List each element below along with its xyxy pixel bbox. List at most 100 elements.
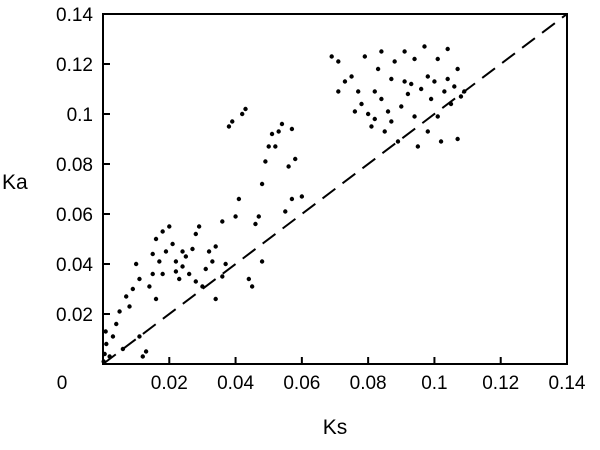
data-point bbox=[137, 334, 142, 339]
data-point bbox=[283, 209, 288, 214]
data-point bbox=[289, 196, 295, 202]
data-point bbox=[150, 251, 155, 257]
data-point bbox=[399, 104, 404, 109]
data-point bbox=[103, 329, 108, 334]
y-tick-label: 0.12 bbox=[56, 55, 93, 76]
data-point bbox=[160, 271, 165, 277]
data-point bbox=[130, 286, 136, 292]
data-point bbox=[452, 84, 457, 89]
data-point bbox=[167, 224, 172, 229]
data-point bbox=[259, 259, 265, 264]
data-point bbox=[352, 109, 358, 114]
y-tick-label: 0.04 bbox=[56, 255, 93, 276]
data-point bbox=[375, 66, 381, 72]
data-point bbox=[405, 91, 411, 97]
data-point bbox=[230, 119, 235, 124]
data-point bbox=[402, 49, 407, 54]
x-tick-label: 0.02 bbox=[151, 373, 188, 394]
data-point bbox=[266, 144, 271, 149]
data-points bbox=[101, 44, 467, 364]
data-point bbox=[213, 296, 218, 302]
data-point bbox=[455, 136, 460, 142]
data-point bbox=[422, 44, 427, 49]
data-point bbox=[259, 181, 265, 187]
data-point bbox=[213, 244, 218, 249]
data-point bbox=[412, 56, 417, 62]
data-point bbox=[153, 236, 159, 242]
data-point bbox=[293, 156, 298, 162]
data-point bbox=[186, 271, 192, 277]
y-axis-ticks: 0.02 0.04 0.06 0.08 0.1 0.12 0.14 bbox=[56, 5, 110, 326]
data-point bbox=[409, 81, 414, 87]
data-point bbox=[223, 261, 228, 267]
x-tick-label: 0.08 bbox=[350, 373, 387, 394]
data-point bbox=[110, 334, 116, 339]
data-point bbox=[415, 144, 421, 149]
data-point bbox=[329, 54, 334, 59]
data-point bbox=[425, 74, 430, 79]
x-tick-label: 0.14 bbox=[549, 373, 586, 394]
x-axis-label: Ks bbox=[323, 416, 348, 439]
data-point bbox=[253, 221, 258, 227]
data-point bbox=[349, 74, 354, 79]
data-point bbox=[389, 119, 394, 124]
data-point bbox=[359, 101, 364, 107]
data-point bbox=[263, 159, 268, 164]
data-point bbox=[458, 94, 464, 99]
data-point bbox=[233, 214, 238, 219]
y-tick-label: 0.1 bbox=[67, 105, 93, 126]
data-point bbox=[173, 269, 179, 274]
data-point bbox=[356, 89, 361, 94]
data-point bbox=[193, 279, 198, 284]
data-point bbox=[143, 349, 149, 354]
x-tick-label: 0.12 bbox=[482, 373, 519, 394]
data-point bbox=[160, 229, 165, 234]
data-point bbox=[180, 264, 185, 269]
y-tick-label: 0.14 bbox=[56, 5, 93, 26]
y-tick-label: 0.08 bbox=[56, 155, 93, 176]
data-point bbox=[206, 249, 212, 254]
data-point bbox=[133, 261, 139, 267]
data-point bbox=[389, 76, 394, 82]
data-point bbox=[226, 124, 232, 129]
data-point bbox=[372, 89, 377, 94]
data-point bbox=[153, 296, 159, 302]
data-point bbox=[243, 106, 248, 112]
data-point bbox=[336, 59, 341, 64]
data-point bbox=[240, 111, 245, 117]
data-point bbox=[203, 266, 208, 272]
origin-label: 0 bbox=[57, 373, 68, 394]
data-point bbox=[379, 49, 384, 54]
data-point bbox=[395, 139, 401, 144]
data-point bbox=[256, 214, 261, 219]
data-point bbox=[286, 164, 291, 169]
data-point bbox=[455, 66, 460, 72]
data-point bbox=[147, 284, 152, 289]
reference-line bbox=[102, 13, 568, 365]
data-point bbox=[435, 114, 440, 119]
data-point bbox=[382, 129, 387, 134]
data-point bbox=[163, 249, 169, 254]
x-tick-label: 0.06 bbox=[283, 373, 320, 394]
x-tick-label: 0.1 bbox=[421, 373, 447, 394]
data-point bbox=[124, 294, 129, 299]
data-point bbox=[180, 249, 185, 254]
data-point bbox=[402, 79, 407, 84]
data-point bbox=[173, 259, 179, 264]
data-point bbox=[299, 194, 305, 199]
data-point bbox=[385, 109, 391, 114]
data-point bbox=[418, 86, 424, 92]
data-point bbox=[445, 46, 450, 52]
data-point bbox=[289, 126, 295, 132]
data-point bbox=[236, 196, 242, 202]
data-point bbox=[342, 79, 348, 84]
data-point bbox=[114, 321, 119, 327]
plot-frame bbox=[102, 13, 568, 365]
data-point bbox=[442, 89, 447, 94]
data-point bbox=[432, 79, 437, 84]
data-point bbox=[273, 144, 278, 149]
data-point bbox=[127, 304, 132, 309]
data-point bbox=[196, 224, 202, 229]
